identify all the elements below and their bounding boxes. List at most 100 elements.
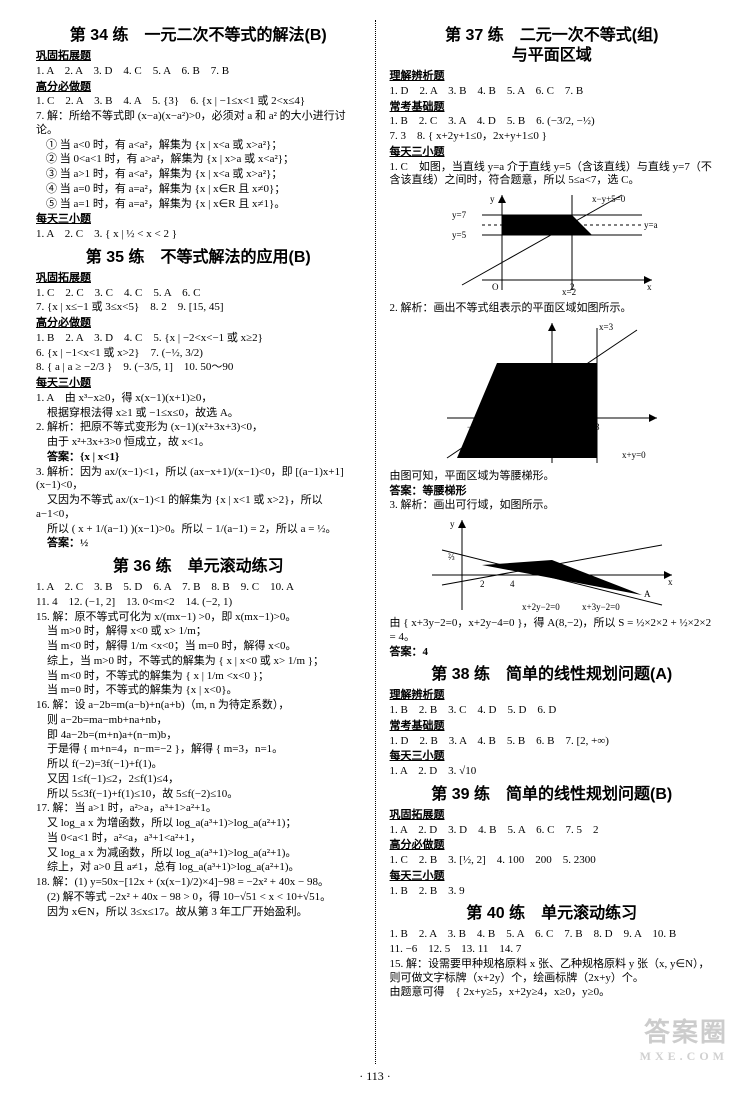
sec-39-a2: 1. C 2. B 3. [½, 2] 4. 100 200 5. 2300	[390, 854, 715, 868]
sec-40-a1: 1. B 2. A 3. B 4. B 5. A 6. C 7. B 8. D …	[390, 928, 715, 942]
svg-text:y=a: y=a	[644, 220, 658, 230]
column-divider	[375, 20, 376, 1064]
page-number: · 113 ·	[0, 1069, 750, 1084]
sec-35-a1: 1. C 2. C 3. C 4. C 5. A 6. C	[36, 287, 361, 301]
sec-34-sub3: 每天三小题	[36, 213, 361, 227]
svg-text:O: O	[492, 282, 499, 292]
sec-36-p16-0: 16. 解：设 a−2b=m(a−b)+n(a+b)（m, n 为待定系数），	[36, 699, 361, 713]
sec-36-a1: 1. A 2. C 3. B 5. D 6. A 7. B 8. B 9. C …	[36, 581, 361, 595]
sec-37-p1: 1. C 如图，当直线 y=a 介于直线 y=5（含该直线）与直线 y=7（不含…	[390, 161, 715, 189]
sec-36-p15-2: 当 m<0 时，解得 1/m <x<0；当 m=0 时，解得 x<0。	[36, 640, 361, 654]
sec-40-title: 第 40 练 单元滚动练习	[390, 904, 715, 924]
sec-39-a3: 1. B 2. B 3. 9	[390, 885, 715, 899]
sec-36-p16-1: 则 a−2b=ma−mb+na+nb，	[36, 714, 361, 728]
svg-text:2: 2	[480, 579, 485, 589]
sec-37-sub2: 常考基础题	[390, 101, 715, 115]
svg-text:x=3: x=3	[599, 322, 614, 332]
page: 第 34 练 一元二次不等式的解法(B) 巩固拓展题 1. A 2. A 3. …	[0, 0, 750, 1094]
sec-37-p2c: 答案：等腰梯形	[390, 485, 715, 499]
sec-35-exp6: 又因为不等式 ax/(x−1)<1 的解集为 {x | x<1 或 x>2}，所…	[36, 494, 361, 522]
sec-38-sub2: 常考基础题	[390, 720, 715, 734]
sec-35-exp4: 答案：{x | x<1}	[36, 451, 361, 465]
sec-36-p16-6: 所以 5≤3f(−1)+f(1)≤10，故 5≤f(−2)≤10。	[36, 788, 361, 802]
sec-35-a4: 6. {x | −1<x<1 或 x>2} 7. (−½, 3/2)	[36, 347, 361, 361]
sec-36-p18-1: (2) 解不等式 −2x² + 40x − 98 > 0，得 10−√51 < …	[36, 891, 361, 905]
sec-40-p15a: 15. 解：设需要甲种规格原料 x 张、乙种规格原料 y 张（x, y∈N），则…	[390, 958, 715, 986]
sec-35-exp5: 3. 解析：因为 ax/(x−1)<1，所以 (ax−x+1)/(x−1)<0，…	[36, 466, 361, 494]
sec-36-p18-2: 因为 x∈N，所以 3≤x≤17。故从第 3 年工厂开始盈利。	[36, 906, 361, 920]
sec-34-case2: ③ 当 a>1 时，有 a<a²，解集为 {x | x<a 或 x>a²}；	[36, 168, 361, 182]
figure-37-2: x=3 x+y=0 −5 −4 −3 3 O	[437, 318, 667, 468]
sec-36-p17-1: 又 log_a x 为增函数，所以 log_a(a³+1)>log_a(a²+1…	[36, 817, 361, 831]
sec-35-exp0: 1. A 由 x³−x≥0，得 x(x−1)(x+1)≥0，	[36, 392, 361, 406]
sec-35-title: 第 35 练 不等式解法的应用(B)	[36, 248, 361, 268]
sec-36-p16-3: 于是得 { m+n=4，n−m=−2 }，解得 { m=3，n=1。	[36, 743, 361, 757]
sec-39-sub1: 巩固拓展题	[390, 809, 715, 823]
sec-40-p15b: 由题意可得 { 2x+y≥5，x+2y≥4，x≥0，y≥0。	[390, 986, 715, 1000]
sec-38-a3: 1. A 2. D 3. √10	[390, 765, 715, 779]
svg-text:−3: −3	[517, 422, 527, 432]
sec-34-case0: ① 当 a<0 时，有 a<a²，解集为 {x | x<a 或 x>a²}；	[36, 139, 361, 153]
sec-36-p18-0: 18. 解：(1) y=50x−[12x + (x(x−1)/2)×4]−98 …	[36, 876, 361, 890]
svg-text:x: x	[668, 577, 673, 587]
sec-34-title: 第 34 练 一元二次不等式的解法(B)	[36, 26, 361, 46]
sec-34-a3: 7. 解：所给不等式即 (x−a)(x−a²)>0，必须对 a 和 a² 的大小…	[36, 110, 361, 138]
sec-37-p3c: 答案：4	[390, 646, 715, 660]
sec-36-p16-2: 即 4a−2b=(m+n)a+(n−m)b，	[36, 729, 361, 743]
figure-37-1: y=7 y=5 y=a x−y+5=0 x=2 O x y 2	[442, 190, 662, 300]
sec-36-p17-0: 17. 解：当 a>1 时，a²>a，a³+1>a²+1。	[36, 802, 361, 816]
sec-37-p2: 2. 解析：画出不等式组表示的平面区域如图所示。	[390, 302, 715, 316]
sec-35-a3: 1. B 2. A 3. D 4. C 5. {x | −2<x<−1 或 x≥…	[36, 332, 361, 346]
sec-35-sub2: 高分必做题	[36, 317, 361, 331]
sec-38-title: 第 38 练 简单的线性规划问题(A)	[390, 665, 715, 685]
sec-36-p15-0: 15. 解：原不等式可化为 x/(mx−1) >0，即 x(mx−1)>0。	[36, 611, 361, 625]
sec-35-exp1: 根据穿根法得 x≥1 或 −1≤x≤0，故选 A。	[36, 407, 361, 421]
sec-36-a2: 11. 4 12. (−1, 2] 13. 0<m<2 14. (−2, 1)	[36, 596, 361, 610]
svg-text:y=7: y=7	[452, 210, 467, 220]
sec-39-title: 第 39 练 简单的线性规划问题(B)	[390, 785, 715, 805]
sec-34-sub1: 巩固拓展题	[36, 50, 361, 64]
svg-text:⅔: ⅔	[448, 552, 455, 562]
sec-34-sub2: 高分必做题	[36, 81, 361, 95]
sec-37-p3a: 3. 解析：画出可行域，如图所示。	[390, 499, 715, 513]
sec-36-p15-5: 当 m=0 时，不等式的解集为 {x | x<0}。	[36, 684, 361, 698]
sec-38-a2: 1. D 2. B 3. A 4. B 5. B 6. B 7. [2, +∞)	[390, 735, 715, 749]
left-column: 第 34 练 一元二次不等式的解法(B) 巩固拓展题 1. A 2. A 3. …	[30, 20, 373, 1064]
sec-35-a5: 8. { a | a ≥ −2/3 } 9. (−3/5, 1] 10. 50～…	[36, 361, 361, 375]
sec-37-sub3: 每天三小题	[390, 146, 715, 160]
sec-37-p2b: 由图可知，平面区域为等腰梯形。	[390, 470, 715, 484]
sec-37-title: 第 37 练 二元一次不等式(组) 与平面区域	[390, 26, 715, 66]
sec-37-sub1: 理解辨析题	[390, 70, 715, 84]
svg-text:−4: −4	[492, 422, 502, 432]
sec-36-p17-4: 综上，对 a>0 且 a≠1，总有 log_a(a³+1)>log_a(a²+1…	[36, 861, 361, 875]
svg-text:A: A	[644, 589, 651, 599]
svg-text:x+y=0: x+y=0	[622, 450, 646, 460]
right-column: 第 37 练 二元一次不等式(组) 与平面区域 理解辨析题 1. D 2. A …	[378, 20, 721, 1064]
sec-37-a2: 1. B 2. C 3. A 4. D 5. B 6. (−3/2, −½)	[390, 115, 715, 129]
sec-39-sub3: 每天三小题	[390, 870, 715, 884]
sec-34-a1: 1. A 2. A 3. D 4. C 5. A 6. B 7. B	[36, 65, 361, 79]
sec-37-a1: 1. D 2. A 3. B 4. B 5. A 6. C 7. B	[390, 85, 715, 99]
sec-34-a2: 1. C 2. A 3. B 4. A 5. {3} 6. {x | −1≤x<…	[36, 95, 361, 109]
svg-text:x−y+5=0: x−y+5=0	[592, 194, 626, 204]
sec-35-sub1: 巩固拓展题	[36, 272, 361, 286]
sec-34-case3: ④ 当 a=0 时，有 a=a²，解集为 {x | x∈R 且 x≠0}；	[36, 183, 361, 197]
sec-36-p16-5: 又因 1≤f(−1)≤2，2≤f(1)≤4，	[36, 773, 361, 787]
sec-36-title: 第 36 练 单元滚动练习	[36, 557, 361, 577]
sec-38-sub1: 理解辨析题	[390, 689, 715, 703]
sec-35-exp2: 2. 解析：把原不等式变形为 (x−1)(x²+3x+3)<0，	[36, 421, 361, 435]
sec-34-case1: ② 当 0<a<1 时，有 a>a²，解集为 {x | x>a 或 x<a²}；	[36, 153, 361, 167]
sec-34-case4: ⑤ 当 a=1 时，有 a=a²，解集为 {x | x∈R 且 x≠1}。	[36, 198, 361, 212]
svg-text:x+3y−2=0: x+3y−2=0	[582, 602, 620, 612]
svg-text:x+2y−2=0: x+2y−2=0	[522, 602, 560, 612]
sec-40-a2: 11. −6 12. 5 13. 11 14. 7	[390, 943, 715, 957]
svg-text:O: O	[542, 422, 549, 432]
sec-35-sub3: 每天三小题	[36, 377, 361, 391]
sec-38-a1: 1. B 2. B 3. C 4. D 5. D 6. D	[390, 704, 715, 718]
sec-37-a3: 7. 3 8. { x+2y+1≤0，2x+y+1≤0 }	[390, 130, 715, 144]
svg-text:x: x	[647, 282, 652, 292]
svg-text:2: 2	[570, 282, 575, 292]
svg-text:y: y	[450, 519, 455, 529]
sec-36-p17-2: 当 0<a<1 时，a²<a，a³+1<a²+1，	[36, 832, 361, 846]
svg-text:−5: −5	[467, 422, 477, 432]
